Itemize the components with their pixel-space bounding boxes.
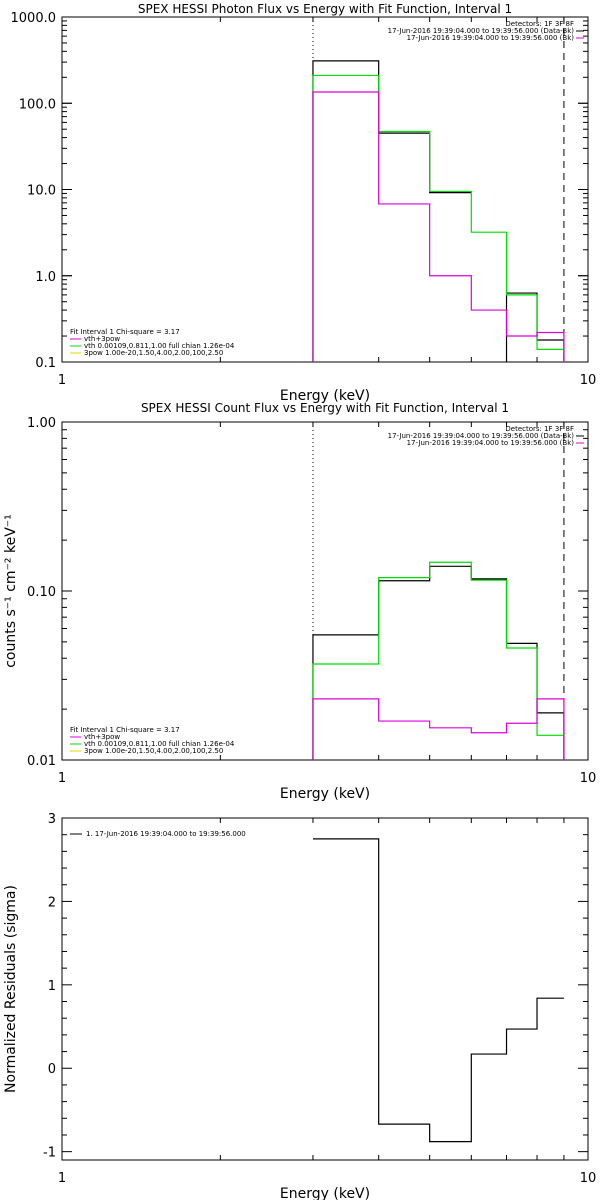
series-1 [312, 74, 565, 362]
y-tick-label: 0.01 [27, 754, 56, 769]
y-axis-label: Normalized Residuals (sigma) [3, 885, 19, 1093]
y-tick-label: 1.00 [27, 416, 56, 431]
x-tick-label: 1 [58, 771, 66, 786]
y-tick-label: 1000.0 [11, 11, 57, 26]
series-line [312, 565, 565, 760]
y-tick-label: 1 [48, 979, 56, 994]
series-2 [312, 91, 565, 362]
y-tick-label: 2 [48, 895, 56, 910]
series-0 [312, 60, 565, 362]
series-0 [312, 838, 564, 1143]
x-axis-label: Energy (keV) [280, 388, 370, 404]
chart-title: SPEX HESSI Count Flux vs Energy with Fit… [141, 401, 509, 415]
legend-entry: Fit Interval 1 Chi-square = 3.17 [70, 328, 180, 336]
legend-entry: 17-Jun-2016 19:39:04.000 to 19:39:56.000… [407, 34, 575, 42]
chart-title: SPEX HESSI Photon Flux vs Energy with Fi… [138, 2, 512, 16]
x-tick-label: 10 [580, 1171, 597, 1186]
legend-entry: 17-Jun-2016 19:39:04.000 to 19:39:56.000… [388, 27, 575, 35]
legend-entry: vth+3pow [84, 335, 120, 343]
y-tick-label: 1.0 [35, 270, 56, 285]
y-tick-label: -1 [43, 1146, 56, 1161]
y-axis-label: counts s⁻¹ cm⁻² keV⁻¹ [3, 514, 19, 668]
x-tick-label: 10 [580, 771, 597, 786]
legend-entry: 3pow 1.00e-20,1.50,4.00,2.00,100,2.50 [84, 747, 223, 755]
plot-frame [61, 421, 589, 761]
series-2 [312, 698, 565, 760]
legend-entry: Detectors: 1F 3F 8F [505, 425, 574, 433]
plot-frame [61, 16, 589, 363]
y-tick-label: 0.10 [27, 585, 56, 600]
y-tick-label: 10.0 [27, 184, 56, 199]
x-tick-label: 10 [580, 373, 597, 388]
series-line [312, 698, 565, 760]
legend-entry: Detectors: 1F 3F 8F [505, 20, 574, 28]
series-line [312, 60, 565, 362]
series-line [312, 561, 565, 760]
legend-entry: 1. 17-Jun-2016 19:39:04.000 to 19:39:56.… [86, 830, 246, 838]
legend-entry: 3pow 1.00e-20,1.50,4.00,2.00,100,2.50 [84, 349, 223, 357]
series-1 [312, 561, 565, 760]
series-line [312, 91, 565, 362]
chart-panel-3: 1 10 Energy (keV) -1 0 1 2 3 Normalized Residual… [3, 812, 596, 1200]
plot-frame [61, 817, 589, 1161]
chart-panel-1: SPEX HESSI Photon Flux vs Energy with Fi… [11, 2, 597, 404]
legend-entry: vth 0.00109,0.811,1.00 full chian 1.26e-… [84, 740, 235, 748]
legend-entry: vth+3pow [84, 733, 120, 741]
x-axis-label: Energy (keV) [280, 786, 370, 802]
y-tick-label: 0 [48, 1062, 56, 1077]
legend-entry: vth 0.00109,0.811,1.00 full chian 1.26e-… [84, 342, 235, 350]
y-tick-label: 100.0 [19, 97, 56, 112]
legend-entry: 17-Jun-2016 19:39:04.000 to 19:39:56.000… [388, 432, 575, 440]
chart-panel-2: SPEX HESSI Count Flux vs Energy with Fit… [3, 401, 596, 802]
legend-entry: 17-Jun-2016 19:39:04.000 to 19:39:56.000… [407, 439, 575, 447]
series-line [312, 74, 565, 362]
y-tick-label: 3 [48, 812, 56, 827]
series-line [312, 838, 564, 1143]
series-0 [312, 565, 565, 760]
x-tick-label: 1 [58, 1171, 66, 1186]
y-tick-label: 0.1 [35, 356, 56, 371]
legend-entry: Fit Interval 1 Chi-square = 3.17 [70, 726, 180, 734]
x-tick-label: 1 [58, 373, 66, 388]
x-axis-label: Energy (keV) [280, 1186, 370, 1200]
